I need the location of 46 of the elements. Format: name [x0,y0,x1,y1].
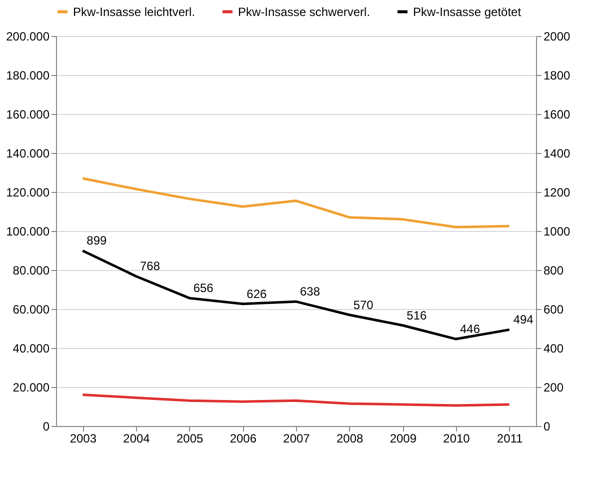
x-tick-label: 2003 [70,432,97,446]
y-tick-label: 80.000 [12,264,50,278]
line-series [81,177,511,228]
y2-tick-label: 1400 [544,146,571,160]
legend-label: Pkw-Insasse getötet [413,4,522,19]
x-tick-label: 2009 [390,432,417,446]
y2-tick-label: 600 [544,302,564,316]
y2-tick-label: 1800 [544,68,571,82]
y-tick-label: 180.000 [6,68,50,82]
y-tick-label: 100.000 [6,224,50,238]
y2-tick-label: 200 [544,380,564,394]
y-tick-label: 160.000 [6,108,50,122]
y2-tick-label: 800 [544,264,564,278]
y-tick-label: 140.000 [6,146,50,160]
y2-tick-label: 400 [544,342,564,356]
y2-tick-label: 1600 [544,108,571,122]
data-label: 899 [86,234,107,248]
y-tick-label: 60.000 [12,302,50,316]
x-tick-label: 2010 [443,432,470,446]
y-tick-label: 40.000 [12,342,50,356]
y-tick-label: 200.000 [6,30,50,44]
y2-tick-label: 1000 [544,224,571,238]
data-label: 768 [140,259,160,274]
data-label: 626 [246,286,267,301]
legend-label: Pkw-Insasse schwerverl. [238,4,370,19]
x-tick-label: 2006 [230,432,257,446]
data-label: 446 [460,322,480,336]
y2-tick-label: 0 [544,420,550,434]
data-label: 638 [300,284,320,299]
data-label: 656 [193,281,214,296]
line-series [81,394,511,407]
x-tick-label: 2004 [123,432,150,446]
legend-label: Pkw-Insasse leichtverl. [73,4,196,19]
data-label: 494 [513,312,534,327]
x-tick-label: 2011 [496,432,524,446]
y2-tick-label: 1200 [544,186,571,200]
y-tick-label: 20.000 [12,380,50,394]
y-tick-label: 120.000 [6,186,50,200]
y-tick-label: 0 [42,420,50,434]
line-series [81,249,511,340]
x-tick-label: 2008 [336,432,364,446]
y2-tick-label: 2000 [544,30,571,44]
x-tick-label: 2005 [176,432,204,446]
data-label: 570 [353,298,374,312]
x-tick-label: 2007 [283,432,310,446]
data-label: 516 [406,308,427,322]
